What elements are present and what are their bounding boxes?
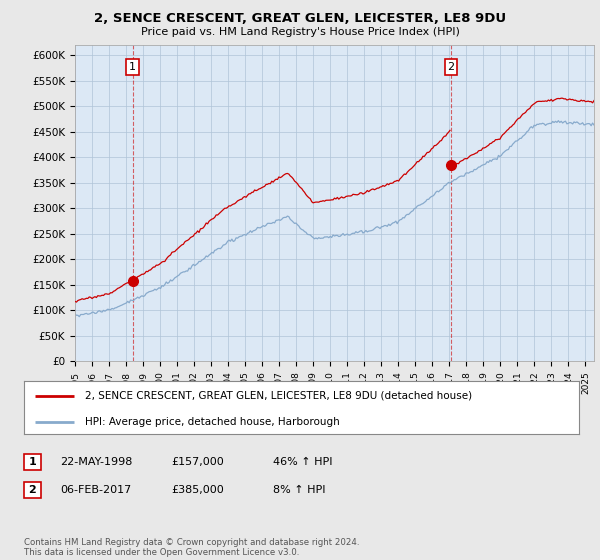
Text: 8% ↑ HPI: 8% ↑ HPI xyxy=(273,485,325,495)
Text: Contains HM Land Registry data © Crown copyright and database right 2024.
This d: Contains HM Land Registry data © Crown c… xyxy=(24,538,359,557)
Text: 22-MAY-1998: 22-MAY-1998 xyxy=(60,457,133,467)
Text: Price paid vs. HM Land Registry's House Price Index (HPI): Price paid vs. HM Land Registry's House … xyxy=(140,27,460,37)
Text: 2, SENCE CRESCENT, GREAT GLEN, LEICESTER, LE8 9DU (detached house): 2, SENCE CRESCENT, GREAT GLEN, LEICESTER… xyxy=(85,391,472,401)
Text: 2: 2 xyxy=(29,485,36,495)
Text: 06-FEB-2017: 06-FEB-2017 xyxy=(60,485,131,495)
Text: 2, SENCE CRESCENT, GREAT GLEN, LEICESTER, LE8 9DU: 2, SENCE CRESCENT, GREAT GLEN, LEICESTER… xyxy=(94,12,506,25)
Text: HPI: Average price, detached house, Harborough: HPI: Average price, detached house, Harb… xyxy=(85,417,340,427)
Text: 1: 1 xyxy=(29,457,36,467)
Text: £157,000: £157,000 xyxy=(171,457,224,467)
Text: 1: 1 xyxy=(129,62,136,72)
Text: 46% ↑ HPI: 46% ↑ HPI xyxy=(273,457,332,467)
Text: £385,000: £385,000 xyxy=(171,485,224,495)
Text: 2: 2 xyxy=(448,62,454,72)
